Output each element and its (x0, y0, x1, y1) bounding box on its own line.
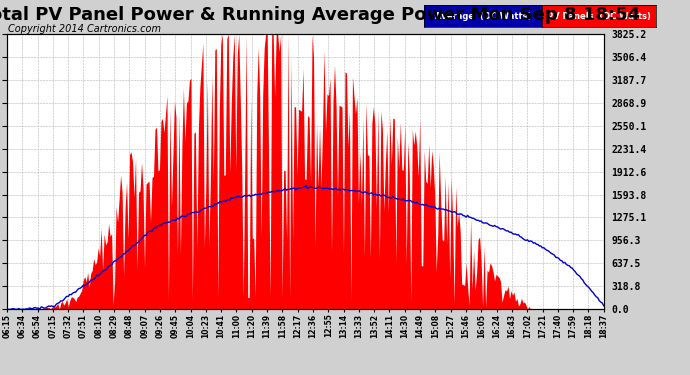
Text: PV Panels  (DC Watts): PV Panels (DC Watts) (547, 12, 651, 21)
Text: Total PV Panel Power & Running Average Power Mon Sep 8 18:54: Total PV Panel Power & Running Average P… (0, 6, 640, 24)
Text: Copyright 2014 Cartronics.com: Copyright 2014 Cartronics.com (8, 24, 161, 34)
Text: Average  (DC Watts): Average (DC Watts) (435, 12, 531, 21)
